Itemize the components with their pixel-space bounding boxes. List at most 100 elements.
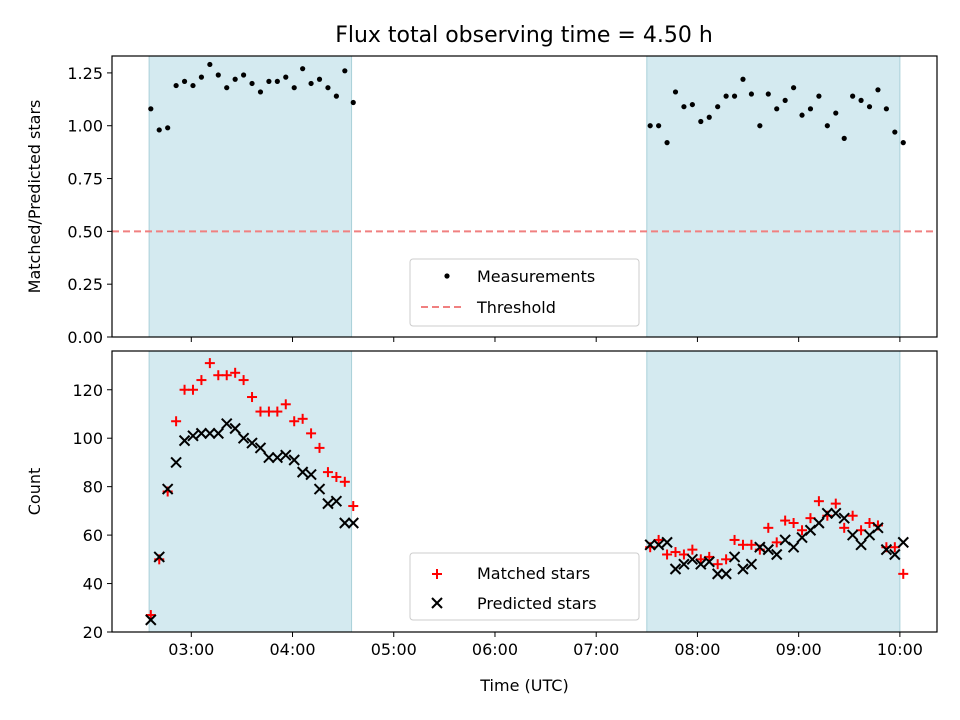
matched-star-point xyxy=(230,367,241,378)
measurement-point xyxy=(816,93,822,99)
predicted-star-point xyxy=(669,563,682,575)
predicted-star-point xyxy=(745,558,758,570)
predicted-star-point xyxy=(339,517,351,529)
matched-star-point xyxy=(187,384,198,395)
x-tick-label: 06:00 xyxy=(472,640,518,659)
matched-star-point xyxy=(898,568,909,579)
predicted-star-point xyxy=(204,427,216,440)
measurement-point xyxy=(782,97,788,103)
measurement-point xyxy=(656,123,662,129)
measurement-point xyxy=(308,80,314,87)
bottom-y-ticks: 20 40 60 80 100 120 xyxy=(72,381,112,642)
measurement-point xyxy=(850,93,856,99)
x-tick-label: 08:00 xyxy=(674,640,720,659)
predicted-star-point xyxy=(263,451,275,464)
matched-star-point xyxy=(263,406,274,417)
matched-star-point xyxy=(746,539,757,550)
measurement-point xyxy=(274,78,280,84)
top-y-axis-label: Matched/Predicted stars xyxy=(25,100,44,294)
predicted-star-point xyxy=(221,417,233,430)
x-tick-label: 05:00 xyxy=(371,640,417,659)
measurement-point xyxy=(892,129,898,135)
matched-star-point xyxy=(729,534,740,545)
predicted-star-point xyxy=(246,437,258,449)
predicted-star-point xyxy=(762,543,774,556)
y-tick-label: 100 xyxy=(72,429,103,448)
x-tick-label: 07:00 xyxy=(573,640,619,659)
measurement-point xyxy=(841,135,847,141)
predicted-star-point xyxy=(313,483,326,495)
bottom-y-axis-label: Count xyxy=(25,468,44,516)
predicted-star-point xyxy=(880,543,893,556)
matched-star-point xyxy=(238,375,249,386)
bottom-panel: 20 40 60 80 100 120 03:00 04:00 05:00 06:00 07:00… xyxy=(25,350,938,695)
predicted-star-point xyxy=(288,454,300,466)
top-y-ticks: 0.00 0.25 0.50 0.75 1.00 1.25 xyxy=(67,64,112,347)
x-tick-label: 10:00 xyxy=(877,640,923,659)
legend-label-matched: Matched stars xyxy=(477,564,590,583)
matched-star-point xyxy=(204,358,215,369)
measurement-point xyxy=(731,93,738,99)
measurement-point xyxy=(240,72,247,78)
chart-title: Flux total observing time = 4.50 h xyxy=(335,23,713,48)
measurement-point xyxy=(316,76,323,82)
predicted-star-point xyxy=(695,558,707,570)
y-tick-label: 0.25 xyxy=(67,275,103,294)
matched-star-point xyxy=(272,406,283,417)
matched-star-point xyxy=(662,549,673,560)
predicted-star-point xyxy=(652,539,665,551)
measurement-point xyxy=(291,85,297,91)
predicted-star-point xyxy=(187,430,199,442)
legend-box xyxy=(409,552,640,621)
matched-star-point xyxy=(314,442,325,453)
measurement-point xyxy=(173,82,179,89)
measurement-point xyxy=(824,123,830,129)
measurement-point xyxy=(706,114,712,120)
shaded-interval-1 xyxy=(148,55,353,338)
matched-star-point xyxy=(830,498,841,509)
matched-star-point xyxy=(839,522,850,533)
measurement-point xyxy=(807,106,814,112)
measurement-point xyxy=(350,99,356,106)
matched-star-point xyxy=(280,399,291,410)
predicted-star-point xyxy=(229,422,241,435)
matched-star-point xyxy=(771,537,782,548)
matched-star-point xyxy=(847,510,858,521)
matched-star-point xyxy=(712,559,723,570)
measurement-point xyxy=(681,104,687,110)
predicted-star-point xyxy=(237,432,250,444)
matched-star-point xyxy=(348,501,359,512)
y-tick-label: 80 xyxy=(83,478,103,497)
predicted-star-point xyxy=(737,563,749,575)
measurement-point xyxy=(181,78,188,84)
top-legend: Measurements Threshold xyxy=(409,258,640,327)
measurement-point xyxy=(740,76,746,82)
measurement-point xyxy=(300,66,306,72)
measurement-point xyxy=(765,91,771,97)
y-tick-label: 20 xyxy=(83,623,103,642)
x-tick-label: 03:00 xyxy=(168,640,214,659)
measurement-point xyxy=(672,89,679,95)
measurement-point xyxy=(748,91,755,97)
measurement-point xyxy=(249,80,255,87)
matched-star-point xyxy=(297,413,308,424)
measurement-point xyxy=(875,87,881,93)
matched-star-point xyxy=(171,416,182,427)
matched-star-point xyxy=(221,370,232,381)
measurement-point xyxy=(156,127,162,133)
predicted-star-point xyxy=(720,568,732,580)
predicted-stars-points xyxy=(145,417,909,626)
predicted-star-point xyxy=(838,512,850,524)
matched-star-point xyxy=(763,522,774,533)
measurement-point xyxy=(723,93,729,99)
measurement-point xyxy=(333,93,339,99)
matched-star-point xyxy=(213,370,224,381)
measurement-point xyxy=(215,72,221,78)
matched-star-point xyxy=(704,551,715,562)
predicted-star-point xyxy=(855,539,867,551)
y-tick-label: 0.50 xyxy=(67,222,103,241)
predicted-star-point xyxy=(322,497,334,510)
matched-star-point xyxy=(196,375,207,386)
measurement-point xyxy=(833,110,839,116)
